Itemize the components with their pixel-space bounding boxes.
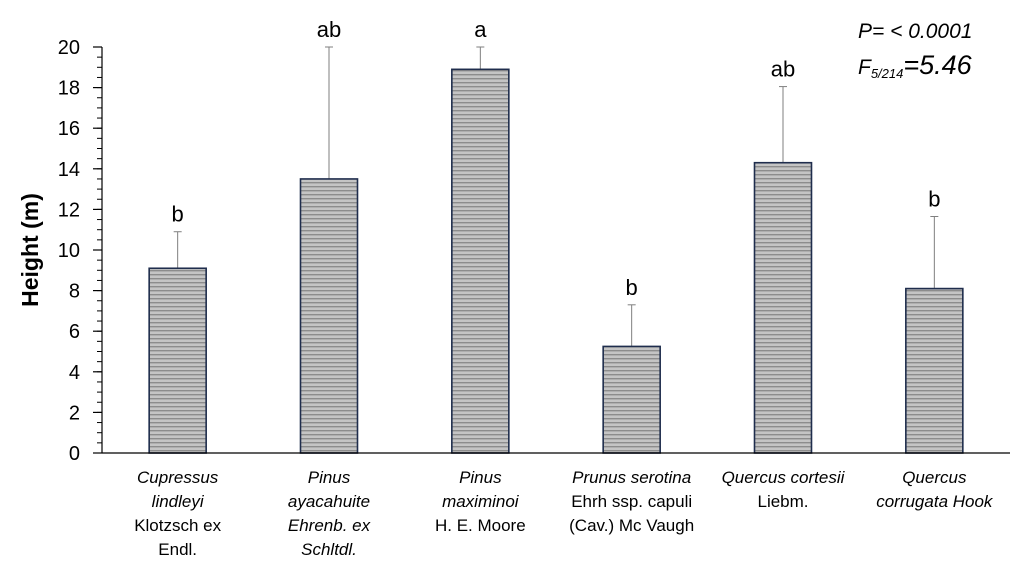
category-label-line: Ehrh ssp. capuli [571,492,692,511]
bars-layer [148,68,964,454]
axes-layer [101,47,1010,454]
significance-letter: ab [771,57,795,82]
bar [602,345,661,454]
category-label-line: Liebm. [757,492,808,511]
y-tick-label: 8 [69,281,80,303]
category-label: Cupressus lindleyi Klotzsch ex Endl. [134,468,221,559]
category-label-line: corrugata Hook [876,492,994,511]
category-label: Quercus corrugata Hook [876,468,994,511]
category-label-line: Pinus [308,468,351,487]
significance-letter: ab [317,17,341,42]
y-tick-label: 16 [58,118,80,140]
f-statistic-text: F5/214=5.46 [858,50,973,81]
category-label-line: Klotzsch ex [134,516,221,535]
y-tick-label: 4 [69,362,80,384]
p-value-text: P= < 0.0001 [858,20,972,43]
category-label: Pinus ayacahuite Ehrenb. ex Schltdl. [288,468,371,559]
y-tick-label: 18 [58,78,80,100]
bar [148,267,207,454]
f-label: F [858,56,872,79]
category-label-line: ayacahuite [288,492,370,511]
category-label: Quercus cortesii Liebm. [722,468,846,511]
stats-annotation: P= < 0.0001 F5/214=5.46 [858,20,973,81]
category-labels-layer: Cupressus lindleyi Klotzsch ex Endl. Pinus ay… [134,468,994,559]
significance-letter: b [172,202,184,227]
category-label-line: Endl. [158,540,197,559]
f-value: =5.46 [903,50,972,80]
y-tick-label: 14 [58,159,80,181]
y-tick-label: 6 [69,321,80,343]
category-label: Pinus maximinoi H. E. Moore [435,468,526,535]
category-label-line: Ehrenb. ex [288,516,371,535]
y-tick-label: 20 [58,37,80,59]
y-tick-label: 10 [58,240,80,262]
category-label-line: Schltdl. [301,540,357,559]
y-tick-label: 2 [69,402,80,424]
category-label-line: Prunus serotina [572,468,691,487]
y-axis-label: Height (m) [17,193,43,307]
category-label-line: Cupressus [137,468,219,487]
category-label-line: lindleyi [152,492,205,511]
f-subscript: 5/214 [871,66,904,81]
y-tick-label: 12 [58,199,80,221]
bar [451,68,510,454]
significance-letter: a [474,17,487,42]
bar [299,178,359,454]
bar [905,287,964,454]
category-label-line: H. E. Moore [435,516,526,535]
category-label-line: Quercus cortesii [722,468,846,487]
category-label-line: maximinoi [442,492,520,511]
bar [753,161,813,454]
category-label-line: Pinus [459,468,502,487]
y-ticks-layer: 0 2 4 6 8 10 12 14 16 18 20 [58,37,102,465]
y-tick-label: 0 [69,443,80,465]
category-label: Prunus serotina Ehrh ssp. capuli (Cav.) Mc… [569,468,694,535]
significance-letter: b [928,187,940,212]
error-bars-layer [173,46,939,388]
category-label-line: (Cav.) Mc Vaugh [569,516,694,535]
significance-letter: b [626,275,638,300]
category-label-line: Quercus [902,468,967,487]
